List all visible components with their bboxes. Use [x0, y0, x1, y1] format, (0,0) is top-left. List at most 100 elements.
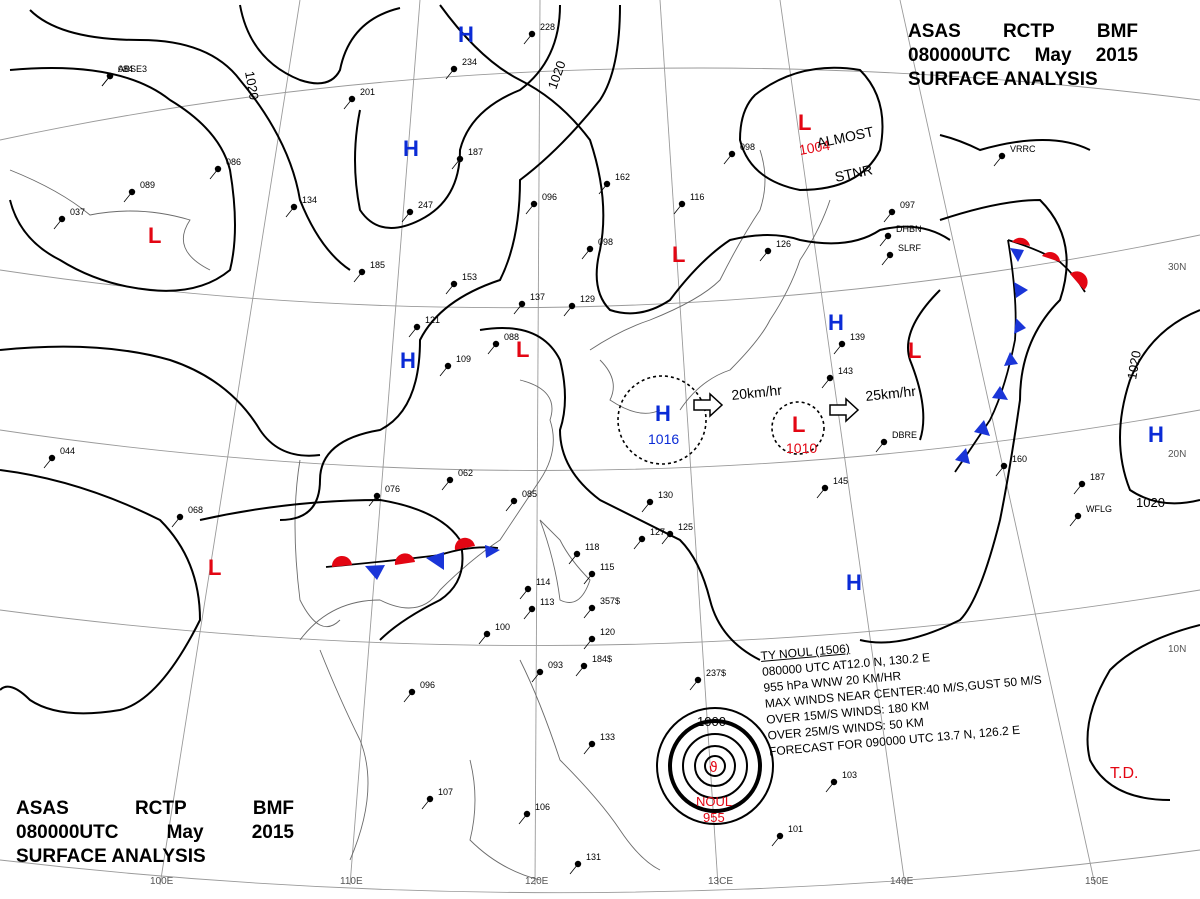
isobars [0, 4, 1200, 825]
station-label: 134 [302, 195, 317, 205]
low-center: L [908, 338, 921, 363]
wind-barb [583, 638, 593, 650]
station-label: 143 [838, 366, 853, 376]
high-center: H [846, 570, 862, 595]
station-label: 187 [468, 147, 483, 157]
cold-front-symbol [992, 386, 1008, 400]
station-label: 237$ [706, 668, 726, 678]
meridian-140e [779, 0, 906, 886]
typhoon-name: NOUL [696, 794, 732, 809]
coast-taiwan [539, 519, 591, 603]
wind-barb [1069, 515, 1079, 527]
low-center: L [148, 223, 161, 248]
lat-label: 20N [1168, 449, 1186, 460]
isobar-low-1004 [738, 66, 884, 192]
typhoon-glyph: ϑ [709, 760, 718, 776]
coast-south-china [299, 379, 554, 641]
station-label: 096 [542, 192, 557, 202]
header-year: 2015 [251, 822, 294, 843]
header-time: 080000UTC [908, 45, 1011, 66]
wind-barb [209, 168, 219, 180]
wind-barb [825, 781, 835, 793]
lon-label: 140E [890, 876, 914, 887]
wind-barb [875, 441, 885, 453]
wind-barb [633, 538, 643, 550]
station-label: 162 [615, 172, 630, 182]
station-label: 129 [580, 294, 595, 304]
movement-arrows [693, 392, 860, 423]
isobar-typhoon-3 [682, 733, 748, 799]
wind-barb [993, 155, 1003, 167]
isobar-east-china [479, 327, 761, 661]
isobar-typhoon-4 [694, 745, 736, 787]
header-line-1: ASAS RCTP BMF [16, 797, 294, 821]
station-label: 137 [530, 292, 545, 302]
station-label: 114 [536, 577, 550, 587]
isobar-india [0, 469, 202, 715]
wind-barb [525, 203, 535, 215]
station-label: 187 [1090, 472, 1105, 482]
wind-barb [569, 863, 579, 875]
wind-barb [583, 573, 593, 585]
station-label: 106 [535, 802, 550, 812]
coast-philippines [519, 659, 661, 871]
station-label: 130 [658, 490, 673, 500]
station-label: 160 [1012, 454, 1027, 464]
header-title: SURFACE ANALYSIS [16, 846, 206, 867]
station-label: 085 [522, 489, 537, 499]
high-center: H [400, 348, 416, 373]
isobar-label: 1020 [1136, 495, 1165, 510]
low-pacific-circle [771, 401, 825, 455]
station-label: 037 [70, 207, 85, 217]
isobar-typhoon-5 [704, 755, 726, 777]
wind-barb [1073, 483, 1083, 495]
wind-barb [995, 465, 1005, 477]
station-labels: 084 201 134 185 247 187 228 234 086 089 037 153 137 1… [60, 22, 1112, 862]
station-label: 234 [462, 57, 477, 67]
coast-malay [319, 649, 369, 861]
coast-east-china [599, 359, 661, 414]
isobar-north-pacific [939, 134, 1091, 152]
lat-label: 30N [1168, 262, 1186, 273]
header-code: BMF [1096, 21, 1138, 42]
stnr-label: STNR [833, 161, 874, 185]
isobar-manchuria [439, 4, 951, 315]
low-center: L [516, 337, 529, 362]
header-bottom-left: ASAS RCTP BMF 080000UTC May 2015 SURFACE… [16, 797, 294, 869]
wind-barb [43, 457, 53, 469]
station-label: 084 [118, 64, 133, 74]
header-line-2: 080000UTC May 2015 [16, 821, 294, 845]
wind-barb [879, 235, 889, 247]
low-center: L [672, 242, 685, 267]
cold-front-symbol [485, 545, 500, 558]
wind-barb [563, 305, 573, 317]
wind-barb [421, 798, 431, 810]
isobar-1020-central [354, 4, 561, 229]
wind-barb [673, 203, 683, 215]
lon-label: 13CE [708, 876, 733, 887]
coast-borneo [469, 759, 541, 881]
isobar-north-china [279, 4, 621, 521]
station-label: 118 [585, 542, 599, 552]
wind-barb [101, 75, 111, 87]
wind-barb [451, 158, 461, 170]
station-label: WFLG [1086, 504, 1112, 514]
wind-barb [523, 33, 533, 45]
parallel-0 [0, 849, 1200, 894]
cold-front-symbol [1014, 282, 1028, 298]
station-label: 098 [740, 142, 755, 152]
station-label: 145 [833, 476, 848, 486]
header-time: 080000UTC [16, 822, 119, 843]
isobar-tibet [0, 345, 321, 457]
wind-barb [505, 500, 515, 512]
meridian-100e [159, 0, 301, 886]
header-station: RCTP [1002, 21, 1055, 42]
high-center: H [458, 22, 474, 47]
arrow-east-1 [693, 392, 724, 418]
cold-front-symbol [365, 565, 385, 580]
meridian-130e [659, 0, 719, 886]
isobar-label: 1020 [242, 70, 262, 101]
station-label: DBRE [892, 430, 917, 440]
lon-label: 100E [150, 876, 174, 887]
